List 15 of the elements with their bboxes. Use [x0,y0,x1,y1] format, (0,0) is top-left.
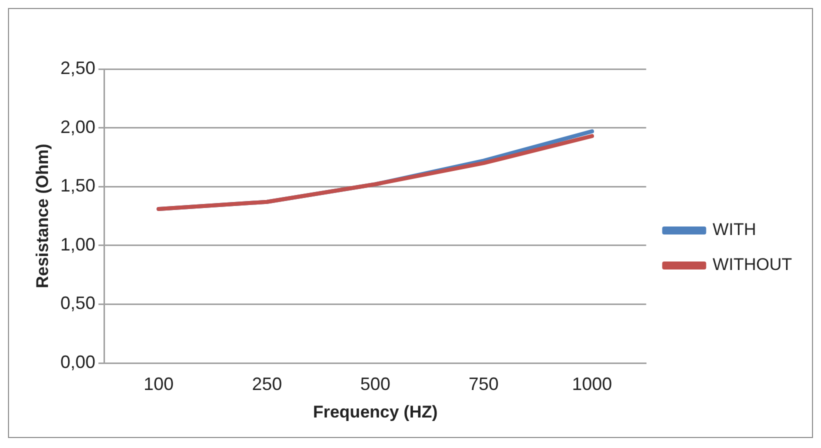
legend-label: WITHOUT [712,255,792,274]
x-tick-label: 100 [144,374,174,394]
legend-label: WITH [712,220,756,240]
x-tick-label: 500 [360,374,390,394]
y-tick-label: 1,50 [60,176,96,196]
y-tick-label: 2,00 [60,116,96,137]
x-tick-label: 750 [468,374,499,394]
y-axis-title: Resistance (Ohm) [32,144,52,288]
x-axis-title: Frequency (HZ) [312,402,438,422]
y-tick-label: 0,50 [60,293,96,314]
x-tick-label: 1000 [572,374,612,394]
x-tick-label: 250 [252,374,282,394]
y-tick-label: 2,50 [60,58,96,78]
y-tick-label: 1,00 [60,234,96,254]
y-tick-label: 0,00 [60,352,96,372]
